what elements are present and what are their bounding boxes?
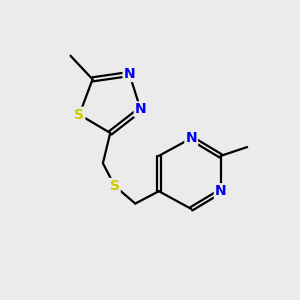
Text: N: N xyxy=(215,184,226,198)
Text: S: S xyxy=(110,179,120,193)
Text: N: N xyxy=(135,102,146,116)
Text: S: S xyxy=(74,108,84,122)
Text: N: N xyxy=(124,67,135,81)
Text: N: N xyxy=(185,131,197,145)
